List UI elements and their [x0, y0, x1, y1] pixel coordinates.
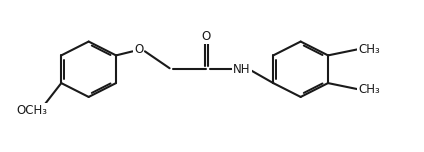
Text: CH₃: CH₃ — [358, 83, 380, 96]
Text: CH₃: CH₃ — [358, 43, 380, 56]
Text: O: O — [134, 43, 143, 56]
Text: OCH₃: OCH₃ — [16, 104, 47, 117]
Text: O: O — [201, 30, 211, 43]
Text: NH: NH — [233, 63, 251, 76]
